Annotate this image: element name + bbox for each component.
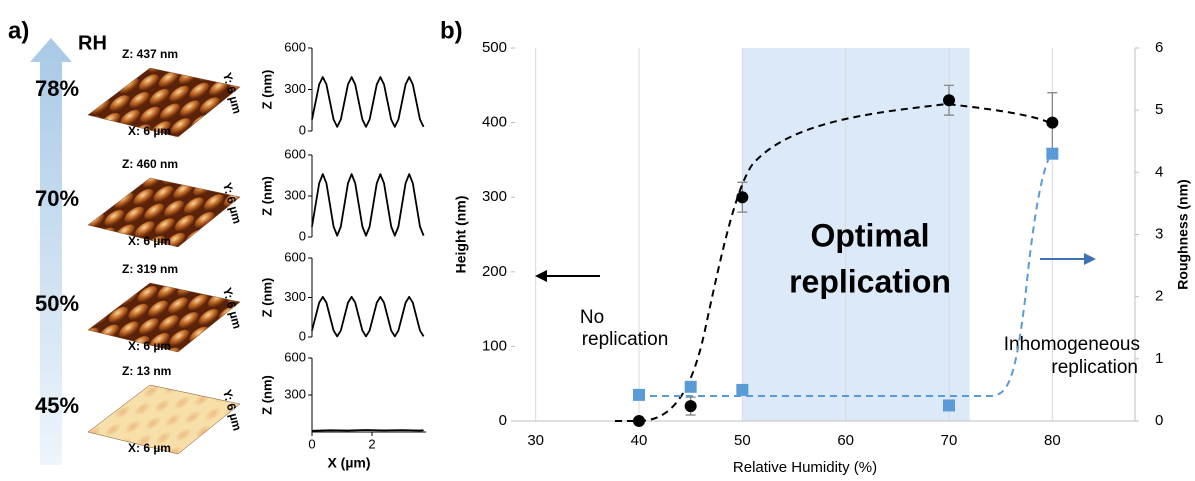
panel-label: b) [440, 17, 463, 44]
marker [943, 399, 955, 412]
x-tick-label: 50 [734, 432, 751, 449]
afm-x-label: X: 6 µm [128, 234, 171, 248]
afm-image [87, 177, 241, 248]
profile-line [311, 173, 425, 237]
y-axis-label: Z (nm) [259, 375, 274, 415]
y-tick-label: 0 [299, 228, 306, 243]
annotation: No [580, 307, 604, 328]
afm-z-label: Z: 460 nm [122, 157, 178, 171]
marker [1046, 116, 1059, 129]
profile-line [311, 429, 424, 432]
y-tick-label: 300 [284, 386, 306, 401]
y-tick-label: 200 [482, 263, 507, 280]
afm-z-label: Z: 319 nm [122, 262, 178, 276]
afm-x-label: X: 6 µm [128, 441, 171, 455]
annotation: replication [1051, 357, 1138, 378]
rh-value: 70% [35, 186, 79, 211]
annotation: Optimal [810, 217, 929, 253]
y2-tick-label: 3 [1155, 225, 1163, 242]
marker [633, 388, 645, 401]
rh-value: 45% [35, 393, 79, 418]
x-tick-label: 0 [308, 436, 315, 451]
y-axis-label: Height (nm) [453, 196, 469, 274]
marker [684, 400, 697, 413]
y2-tick-label: 4 [1155, 163, 1163, 180]
x-tick-label: 80 [1044, 432, 1061, 449]
y2-tick-label: 0 [1155, 412, 1163, 429]
afm-image [87, 282, 241, 353]
rh-value: 50% [35, 291, 79, 316]
y-tick-label: 300 [284, 81, 306, 96]
y-axis-label: Z (nm) [259, 176, 274, 216]
y-tick-label: 600 [284, 146, 306, 161]
shaded-region [742, 48, 970, 421]
marker [633, 415, 645, 427]
x-tick-label: 40 [631, 432, 648, 449]
y2-axis-label: Roughness (nm) [1175, 179, 1191, 289]
afm-image [87, 67, 241, 138]
y2-tick-label: 1 [1155, 350, 1163, 367]
y-tick-label: 0 [299, 328, 306, 343]
afm-x-label: X: 6 µm [128, 339, 171, 353]
y-tick-label: 0 [499, 412, 507, 429]
panel-label: a) [8, 17, 29, 44]
y-tick-label: 0 [299, 122, 306, 137]
y-tick-label: 300 [284, 289, 306, 304]
rh-arrow [30, 38, 72, 465]
marker [943, 94, 955, 107]
y2-tick-label: 2 [1155, 288, 1163, 305]
afm-z-label: Z: 437 nm [122, 47, 178, 61]
annotation: Inhomogeneous [1004, 334, 1140, 355]
marker [1046, 147, 1059, 160]
x-tick-label: 2 [368, 436, 375, 451]
y-tick-label: 600 [284, 249, 306, 264]
y2-tick-label: 5 [1155, 101, 1163, 118]
y-axis-label: Z (nm) [259, 70, 274, 110]
annotation: replication [582, 329, 669, 350]
profile-line [311, 295, 425, 338]
y-tick-label: 500 [482, 39, 507, 56]
y-tick-label: 400 [482, 114, 507, 131]
y-tick-label: 300 [482, 188, 507, 205]
marker [684, 380, 697, 393]
y-axis-label: Z (nm) [259, 278, 274, 318]
marker [736, 191, 749, 204]
x-tick-label: 60 [837, 432, 854, 449]
afm-x-label: X: 6 µm [128, 124, 171, 138]
x-axis-label: X (µm) [327, 455, 370, 471]
x-tick-label: 30 [527, 432, 544, 449]
afm-image [87, 384, 241, 455]
x-axis-label: Relative Humidity (%) [733, 459, 877, 476]
y-tick-label: 600 [284, 39, 306, 54]
afm-z-label: Z: 13 nm [122, 364, 171, 378]
annotation: replication [789, 263, 951, 299]
rh-value: 78% [35, 76, 79, 101]
y-tick-label: 100 [482, 337, 507, 354]
y2-tick-label: 6 [1155, 39, 1163, 56]
trend-roughness [638, 151, 1053, 397]
y-tick-label: 300 [284, 187, 306, 202]
arrow-head [1084, 253, 1096, 265]
x-tick-label: 70 [941, 432, 958, 449]
y-tick-label: 600 [284, 349, 306, 364]
arrow-head [535, 270, 547, 282]
markers [633, 94, 1059, 427]
rh-label: RH [78, 32, 107, 54]
profile-line [311, 76, 425, 128]
marker [736, 383, 749, 396]
